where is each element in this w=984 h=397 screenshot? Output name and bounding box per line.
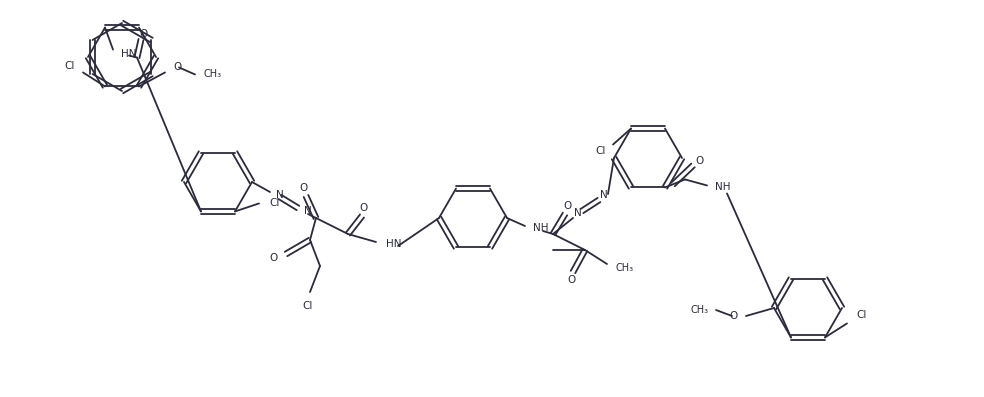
Text: NH: NH	[533, 223, 548, 233]
Text: O: O	[300, 183, 308, 193]
Text: CH₃: CH₃	[203, 69, 221, 79]
Text: O: O	[139, 29, 148, 39]
Text: N: N	[304, 206, 312, 216]
Text: NH: NH	[715, 183, 730, 193]
Text: Cl: Cl	[303, 301, 313, 311]
Text: O: O	[730, 311, 738, 321]
Text: O: O	[695, 156, 704, 166]
Text: Cl: Cl	[65, 62, 75, 71]
Text: O: O	[567, 275, 575, 285]
Text: N: N	[276, 190, 283, 200]
Text: CH₃: CH₃	[691, 305, 709, 315]
Text: HN: HN	[386, 239, 401, 249]
Text: O: O	[270, 253, 278, 263]
Text: Cl: Cl	[269, 198, 279, 208]
Text: O: O	[563, 201, 571, 211]
Text: N: N	[574, 208, 582, 218]
Text: O: O	[173, 62, 181, 72]
Text: Cl: Cl	[595, 146, 606, 156]
Text: N: N	[600, 190, 608, 200]
Text: HN: HN	[121, 48, 137, 58]
Text: Cl: Cl	[856, 310, 866, 320]
Text: CH₃: CH₃	[615, 263, 633, 273]
Text: O: O	[360, 203, 368, 213]
